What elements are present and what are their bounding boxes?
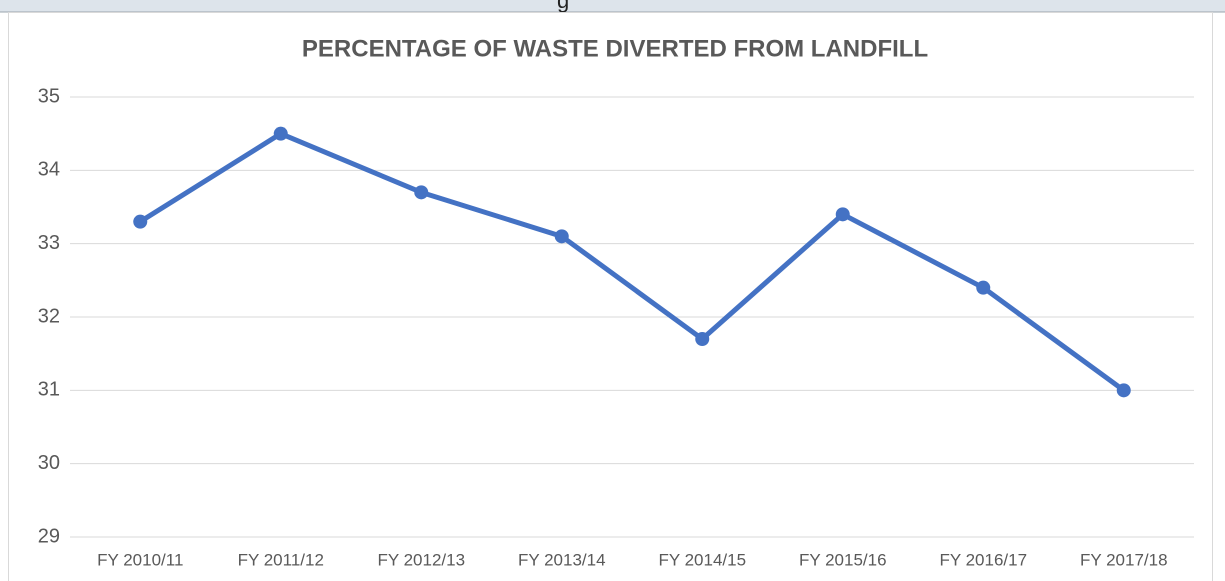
data-point: [133, 214, 148, 229]
data-point: [554, 229, 569, 244]
header-text: g: [557, 0, 569, 13]
data-point: [1116, 383, 1131, 398]
y-tick-label: 34: [38, 159, 60, 181]
x-tick-label: FY 2016/17: [939, 550, 1027, 569]
x-tick-label: FY 2013/14: [518, 550, 606, 569]
data-point: [414, 185, 429, 200]
y-tick-label: 30: [38, 452, 60, 474]
x-tick-label: FY 2011/12: [238, 550, 324, 569]
data-point: [695, 332, 710, 346]
data-point: [835, 207, 850, 222]
data-point: [976, 280, 991, 295]
y-tick-label: 35: [38, 85, 60, 107]
x-tick-label: FY 2014/15: [658, 550, 746, 569]
y-tick-label: 29: [38, 525, 60, 547]
x-tick-label: FY 2017/18: [1080, 550, 1168, 569]
line-series: [137, 131, 1127, 393]
y-tick-label: 31: [38, 379, 60, 401]
chart-border: [8, 12, 1213, 581]
header-bar: [0, 0, 1225, 12]
chart-title: PERCENTAGE OF WASTE DIVERTED FROM LANDFI…: [302, 35, 928, 62]
data-point: [273, 126, 288, 141]
x-tick-label: FY 2015/16: [799, 550, 887, 569]
x-tick-label: FY 2012/13: [377, 550, 465, 569]
x-tick-label: FY 2010/11: [97, 550, 183, 569]
y-tick-label: 33: [38, 232, 60, 254]
y-tick-label: 32: [38, 305, 60, 327]
